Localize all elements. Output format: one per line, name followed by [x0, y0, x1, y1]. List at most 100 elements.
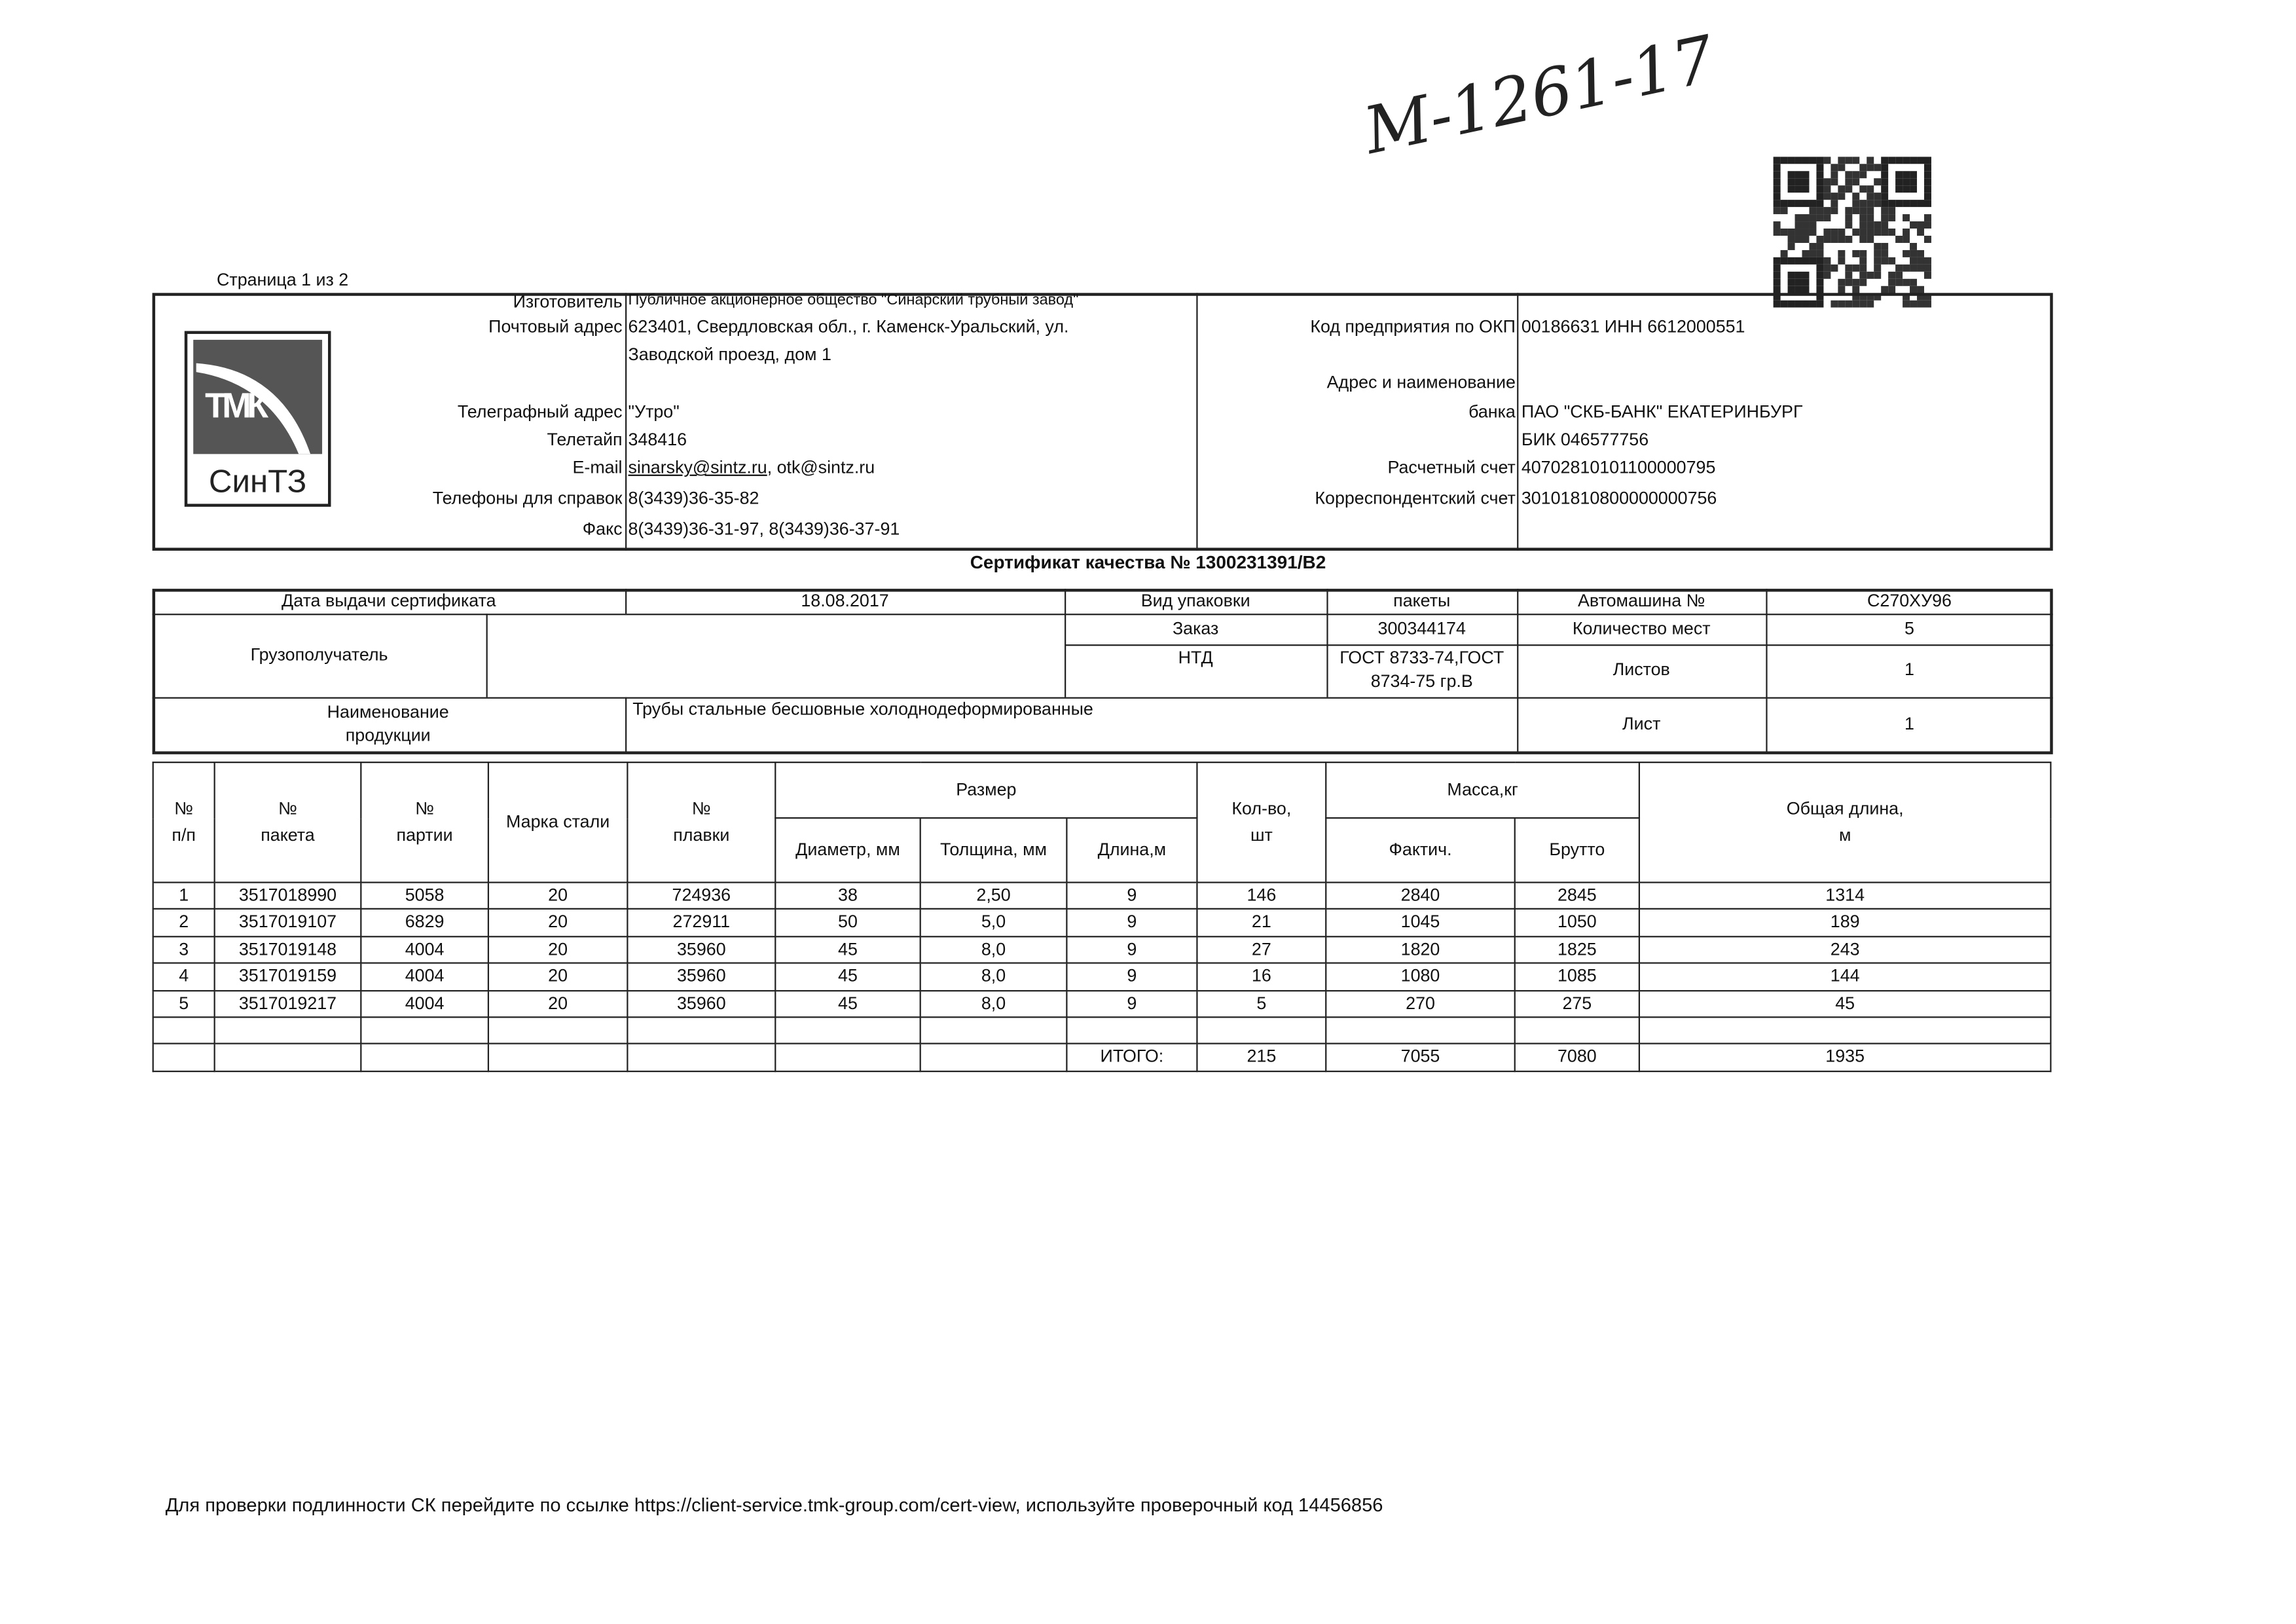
- bank-field-label: банка: [1468, 401, 1516, 422]
- header-total-length: Общая длина, м: [1638, 762, 2052, 883]
- header-diameter: Диаметр, мм: [774, 817, 921, 883]
- cell-length: 9: [1066, 881, 1198, 910]
- cell-num: 1: [152, 881, 215, 910]
- cell-thickness: 8,0: [919, 962, 1068, 991]
- company-field-label: Телефоны для справок: [432, 487, 623, 509]
- header-actual: Фактич.: [1325, 817, 1516, 883]
- cell-package: 3517019217: [213, 989, 362, 1018]
- cell-total-length: 45: [1638, 989, 2052, 1018]
- packaging-label: Вид упаковки: [1140, 589, 1250, 610]
- header-gross: Брутто: [1514, 817, 1641, 883]
- company-field-label: Телеграфный адрес: [457, 401, 623, 422]
- divider: [486, 614, 488, 697]
- bank-field-label: Корреспондентский счет: [1315, 487, 1516, 509]
- cell-actual: 1080: [1325, 962, 1516, 991]
- company-field-label: E-mail: [572, 456, 623, 478]
- truck-value: С270ХУ96: [1867, 589, 1952, 610]
- bank-field-value: ПАО "СКБ-БАНК" ЕКАТЕРИНБУРГ: [1521, 401, 1803, 422]
- table-row: 1 3517018990 5058 20 724936 38 2,50 9 146 2840 284…: [152, 881, 2052, 910]
- ntd-value: ГОСТ 8733-74,ГОСТ 8734-75 гр.В: [1339, 648, 1504, 692]
- places-label: Количество мест: [1572, 618, 1711, 638]
- company-field-label: Изготовитель: [513, 291, 623, 312]
- cell-steel: 20: [487, 989, 629, 1018]
- qr-code: [1773, 157, 1931, 308]
- sheets-label: Листов: [1613, 659, 1670, 680]
- cell-total-length: 144: [1638, 962, 2052, 991]
- cell-package: 3517019107: [213, 908, 362, 937]
- company-field-value: "Утро": [628, 401, 680, 422]
- cell-batch: 4004: [360, 989, 490, 1018]
- cell-diameter: 45: [774, 989, 921, 1018]
- company-header-box: [152, 293, 2053, 551]
- sheets-value: 1: [1904, 659, 1915, 680]
- company-logo: ТМК СинТЗ: [184, 331, 331, 507]
- bank-field-value: 40702810101100000795: [1521, 456, 1716, 478]
- cell-length: 9: [1066, 935, 1198, 965]
- cell-batch: 4004: [360, 962, 490, 991]
- cell-diameter: 45: [774, 962, 921, 991]
- divider: [152, 614, 2053, 616]
- email-values: sinarsky@sintz.ru, otk@sintz.ru: [629, 457, 875, 477]
- cell-actual: 270: [1325, 989, 1516, 1018]
- header-thickness: Толщина, мм: [919, 817, 1068, 883]
- cell-steel: 20: [487, 908, 629, 937]
- company-field-value: 8(3439)36-31-97, 8(3439)36-37-91: [628, 518, 900, 540]
- truck-label: Автомашина №: [1578, 589, 1705, 610]
- page-counter: Страница 1 из 2: [217, 269, 349, 290]
- total-label: ИТОГО:: [1066, 1043, 1198, 1073]
- cell-heat: 35960: [627, 989, 776, 1018]
- bank-field-value: 30101810800000000756: [1521, 487, 1717, 509]
- divider: [1065, 644, 2053, 646]
- company-field-value: 8(3439)36-35-82: [628, 487, 759, 509]
- divider: [1517, 293, 1519, 551]
- sheet-label: Лист: [1622, 713, 1661, 734]
- company-field-value: 623401, Свердловская обл., г. Каменск-Ур…: [628, 316, 1069, 337]
- cell-diameter: 50: [774, 908, 921, 937]
- header-steel: Марка стали: [487, 762, 629, 883]
- cell-gross: 275: [1514, 989, 1641, 1018]
- table-row: 2 3517019107 6829 20 272911 50 5,0 9 21 1045 1050 1…: [152, 908, 2052, 937]
- company-field-value: 348416: [628, 429, 687, 450]
- issue-date-value: 18.08.2017: [801, 589, 889, 610]
- places-value: 5: [1904, 618, 1915, 638]
- bank-field-value: БИК 046577756: [1521, 429, 1649, 450]
- cell-length: 9: [1066, 989, 1198, 1018]
- cell-package: 3517019159: [213, 962, 362, 991]
- divider: [1326, 589, 1328, 697]
- ntd-label: НТД: [1178, 648, 1213, 669]
- divider: [625, 589, 627, 614]
- cell-steel: 20: [487, 881, 629, 910]
- divider: [1517, 589, 1519, 753]
- issue-date-label: Дата выдачи сертификата: [282, 589, 496, 610]
- cell-num: 4: [152, 962, 215, 991]
- company-field-label: Почтовый адрес: [488, 316, 623, 337]
- info-table: [152, 589, 2053, 754]
- total-gross: 7080: [1514, 1043, 1641, 1073]
- bank-field-value: 00186631 ИНН 6612000551: [1521, 316, 1745, 337]
- cell-qty: 27: [1196, 935, 1327, 965]
- email-link[interactable]: sinarsky@sintz.ru: [628, 456, 767, 478]
- cell-thickness: 5,0: [919, 908, 1068, 937]
- order-label: Заказ: [1172, 618, 1219, 638]
- divider: [1766, 589, 1768, 753]
- header-length: Длина,м: [1066, 817, 1198, 883]
- cell-gross: 1085: [1514, 962, 1641, 991]
- company-field-value: Заводской проезд, дом 1: [628, 344, 831, 365]
- divider: [1196, 293, 1198, 551]
- pipes-table: № п/п № пакета № партии Марка стали № пл…: [152, 762, 2052, 1073]
- cell-actual: 2840: [1325, 881, 1516, 910]
- cell-diameter: 38: [774, 881, 921, 910]
- product-label: Наименование продукции: [327, 702, 449, 746]
- cell-qty: 21: [1196, 908, 1327, 937]
- header-batch: № партии: [360, 762, 490, 883]
- divider: [625, 293, 627, 551]
- cell-gross: 1050: [1514, 908, 1641, 937]
- company-field-label: Факс: [582, 518, 623, 540]
- cell-length: 9: [1066, 962, 1198, 991]
- product-value: Трубы стальные бесшовные холоднодеформир…: [632, 698, 1093, 720]
- header-size: Размер: [774, 762, 1198, 819]
- cell-thickness: 2,50: [919, 881, 1068, 910]
- cell-total-length: 189: [1638, 908, 2052, 937]
- header-mass: Масса,кг: [1325, 762, 1641, 819]
- cell-gross: 2845: [1514, 881, 1641, 910]
